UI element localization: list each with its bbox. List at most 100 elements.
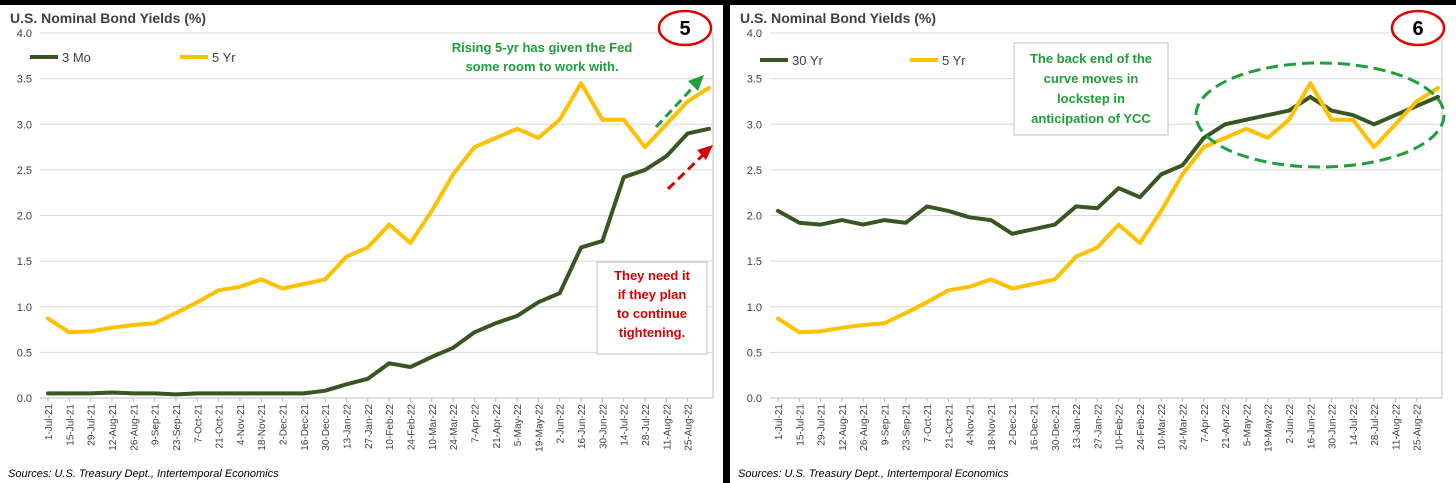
- x-tick-label: 14-Jul-22: [1349, 404, 1360, 446]
- x-tick-label: 5-May-22: [1242, 404, 1253, 447]
- y-tick-label: 2.5: [747, 165, 762, 177]
- x-tick-label: 2-Dec-21: [279, 404, 290, 446]
- x-tick-label: 12-Aug-21: [108, 404, 119, 451]
- chart-title: U.S. Nominal Bond Yields (%): [740, 10, 936, 26]
- badge-number: 5: [679, 18, 690, 40]
- legend-label: 3 Mo: [62, 50, 91, 65]
- x-tick-label: 7-Apr-22: [470, 404, 481, 443]
- x-tick-label: 13-Jan-22: [343, 404, 354, 449]
- x-tick-label: 30-Jun-22: [598, 404, 609, 449]
- badge-number: 6: [1412, 18, 1423, 40]
- legend-label: 5 Yr: [212, 50, 236, 65]
- series-line-5-yr: [776, 81, 1440, 335]
- x-tick-label: 12-Aug-21: [838, 404, 849, 451]
- red-arrowhead: [697, 145, 713, 160]
- legend-label: 30 Yr: [792, 53, 824, 68]
- annotation-green: The back end of the: [1030, 51, 1152, 66]
- x-tick-label: 16-Jun-22: [577, 404, 588, 449]
- x-tick-label: 7-Oct-21: [193, 404, 204, 443]
- y-tick-label: 2.0: [17, 211, 32, 223]
- annotation-green: some room to work with.: [465, 59, 618, 74]
- y-tick-label: 2.0: [747, 211, 762, 223]
- x-tick-label: 26-Aug-21: [129, 404, 140, 451]
- green-arrow: [654, 81, 699, 129]
- x-tick-label: 18-Nov-21: [987, 404, 998, 451]
- chart-right: U.S. Nominal Bond Yields (%) 0.0 0.5 1.0 1.5…: [738, 9, 1446, 480]
- annotation-red: to continue: [617, 306, 687, 321]
- highlight-ellipse: [1194, 61, 1446, 169]
- sources-note: Sources: U.S. Treasury Dept., Intertempo…: [8, 468, 279, 480]
- x-tick-label: 13-Jan-22: [1072, 404, 1083, 449]
- legend-label: 5 Yr: [942, 53, 966, 68]
- x-tick-label: 25-Aug-22: [1413, 404, 1424, 451]
- x-tick-label: 4-Nov-21: [966, 404, 977, 446]
- x-tick-label: 9-Sep-21: [151, 404, 162, 446]
- x-tick-label: 10-Feb-22: [385, 404, 396, 451]
- y-tick-label: 3.5: [17, 74, 32, 86]
- annotation-red-box: [596, 261, 708, 355]
- y-tick-label: 0.5: [17, 347, 32, 359]
- chart-panel-right: U.S. Nominal Bond Yields (%) 0.0 0.5 1.0 1.5…: [730, 5, 1456, 483]
- x-tick-label: 28-Jul-22: [641, 404, 652, 446]
- x-tick-label: 30-Dec-21: [321, 404, 332, 451]
- chart-title: U.S. Nominal Bond Yields (%): [10, 10, 206, 26]
- red-arrow: [666, 151, 707, 191]
- annotation-green-box: [1013, 42, 1169, 136]
- x-tick-label: 10-Mar-22: [428, 404, 439, 451]
- annotation-green: Rising 5-yr has given the Fed: [452, 40, 633, 55]
- green-arrowhead: [688, 75, 704, 91]
- x-tick-label: 5-May-22: [513, 404, 524, 447]
- y-tick-label: 3.5: [747, 74, 762, 86]
- series-line-5-yr: [46, 81, 711, 335]
- x-tick-label: 11-Aug-22: [1391, 404, 1402, 450]
- x-tick-label: 18-Nov-21: [257, 404, 268, 451]
- x-tick-label: 10-Mar-22: [1157, 404, 1168, 451]
- x-tick-label: 11-Aug-22: [662, 404, 673, 450]
- x-tick-label: 7-Oct-21: [923, 404, 934, 443]
- x-tick-label: 14-Jul-22: [620, 404, 631, 446]
- chart-panel-left: U.S. Nominal Bond Yields (%) 0.0 0.5 1.0 1.5…: [0, 5, 723, 483]
- x-tick-label: 24-Mar-22: [449, 404, 460, 451]
- x-tick-label: 4-Nov-21: [236, 404, 247, 446]
- badge-circle: [657, 9, 713, 47]
- x-tick-label: 21-Apr-22: [492, 404, 503, 449]
- x-tick-label: 16-Dec-21: [1029, 404, 1040, 451]
- y-tick-label: 3.0: [17, 119, 32, 131]
- x-tick-label: 2-Jun-22: [1285, 404, 1296, 444]
- y-tick-label: 4.0: [17, 28, 32, 40]
- x-tick-label: 23-Sep-21: [172, 404, 183, 451]
- x-tick-label: 23-Sep-21: [902, 404, 913, 451]
- x-tick-label: 24-Feb-22: [406, 404, 417, 451]
- x-tick-label: 30-Jun-22: [1328, 404, 1339, 449]
- x-tick-label: 7-Apr-22: [1200, 404, 1211, 443]
- x-tick-label: 19-May-22: [534, 404, 545, 452]
- x-tick-label: 28-Jul-22: [1370, 404, 1381, 446]
- x-tick-label: 26-Aug-21: [859, 404, 870, 451]
- annotation-red: tightening.: [619, 325, 685, 340]
- x-tick-label: 21-Oct-21: [944, 404, 955, 449]
- x-tick-label: 29-Jul-21: [87, 404, 98, 446]
- series-line-30-yr: [776, 94, 1440, 236]
- y-tick-label: 2.5: [17, 165, 32, 177]
- annotation-red: if they plan: [618, 287, 687, 302]
- x-tick-label: 30-Dec-21: [1051, 404, 1062, 451]
- x-tick-label: 9-Sep-21: [880, 404, 891, 446]
- x-tick-label: 24-Mar-22: [1179, 404, 1190, 451]
- y-tick-label: 3.0: [747, 119, 762, 131]
- y-tick-label: 4.0: [747, 28, 762, 40]
- x-tick-label: 2-Dec-21: [1008, 404, 1019, 446]
- x-tick-label: 16-Jun-22: [1306, 404, 1317, 449]
- y-tick-label: 0.0: [17, 393, 32, 405]
- x-tick-label: 29-Jul-21: [817, 404, 828, 446]
- y-tick-label: 1.5: [747, 256, 762, 268]
- x-tick-label: 25-Aug-22: [684, 404, 695, 451]
- x-tick-label: 15-Jul-21: [795, 404, 806, 446]
- series-line-3-mo: [46, 126, 711, 397]
- y-tick-label: 1.0: [747, 302, 762, 314]
- x-tick-label: 24-Feb-22: [1136, 404, 1147, 451]
- x-tick-label: 27-Jan-22: [1093, 404, 1104, 449]
- x-tick-label: 21-Oct-21: [215, 404, 226, 449]
- chart-left: U.S. Nominal Bond Yields (%) 0.0 0.5 1.0 1.5…: [8, 9, 714, 480]
- y-tick-label: 1.5: [17, 256, 32, 268]
- annotation-green: lockstep in: [1057, 91, 1125, 106]
